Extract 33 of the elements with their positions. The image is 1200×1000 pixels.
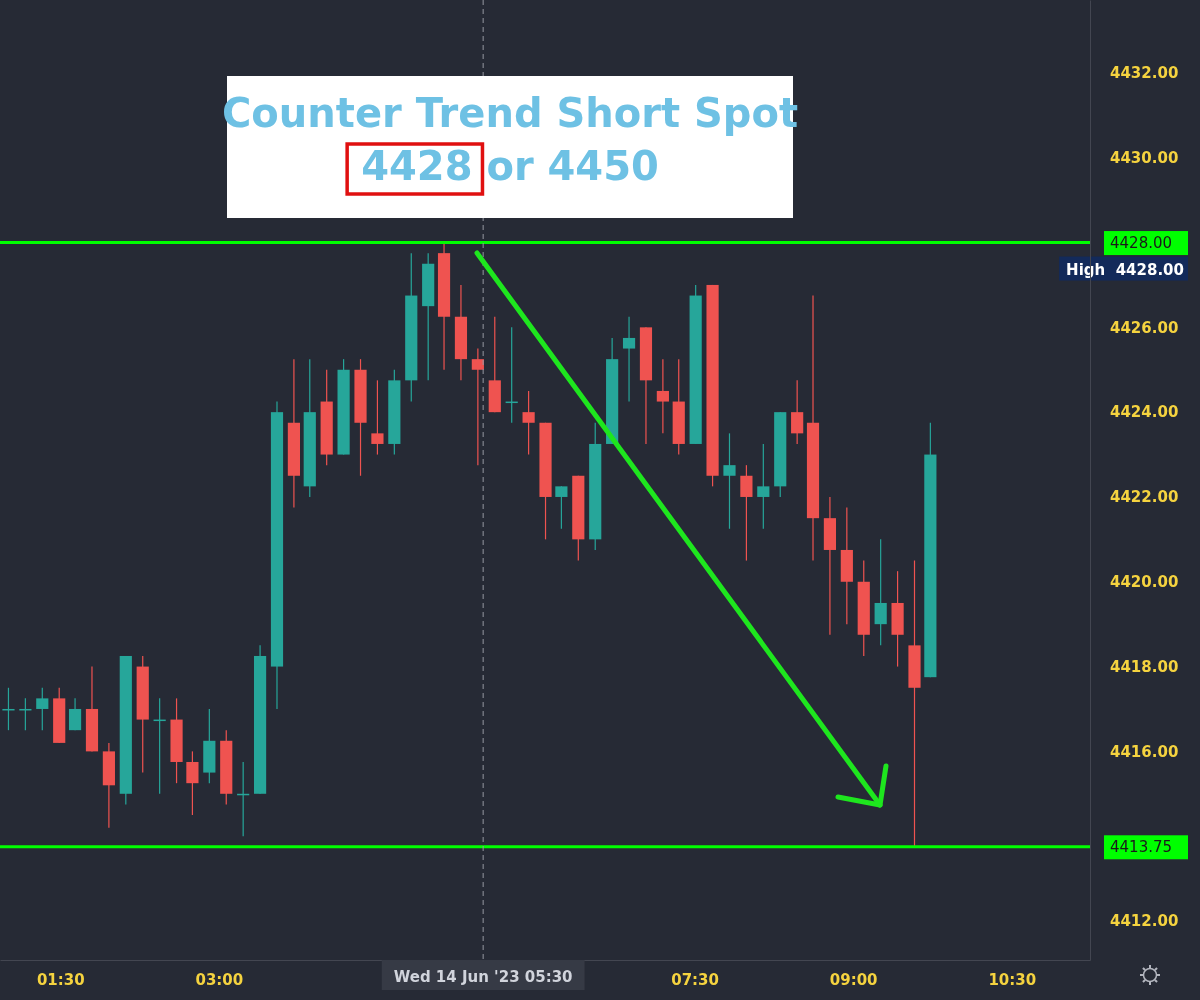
annotation: 4428 or 4450 — [361, 143, 659, 189]
y-tick-label: 4424.00 — [1110, 403, 1179, 422]
y-tick-label: 4430.00 — [1110, 149, 1179, 168]
y-tick-label: 4426.00 — [1110, 318, 1179, 337]
candlestick — [555, 485, 568, 530]
x-tick-label: 03:00 — [195, 970, 244, 989]
y-tick-label: 4413.75 — [1110, 838, 1173, 857]
ref-line-label: Wed 14 Jun '23 05:30 — [393, 968, 573, 986]
candlestick — [522, 390, 535, 456]
candlestick — [757, 443, 770, 530]
candlestick — [791, 379, 804, 445]
y-tick-label: 4412.00 — [1110, 912, 1179, 931]
candlestick — [471, 347, 484, 466]
candlestick — [723, 432, 736, 530]
candlestick — [186, 750, 199, 816]
y-tick-label: 4422.00 — [1110, 488, 1179, 507]
ref-line-label: High 4428.00 — [1066, 260, 1184, 279]
y-tick-label: 4418.00 — [1110, 657, 1179, 676]
candlestick — [36, 687, 49, 731]
y-tick-label: 4428.00 — [1110, 233, 1173, 252]
candlestick — [874, 538, 887, 646]
candlestick — [622, 316, 636, 403]
x-tick-label: 10:30 — [988, 970, 1037, 989]
x-tick-label: 07:30 — [671, 970, 719, 989]
y-tick-label: 4432.00 — [1110, 64, 1179, 83]
candlestick — [68, 697, 82, 731]
x-tick-label: 09:00 — [829, 970, 878, 989]
candlestick — [656, 358, 669, 434]
x-tick-label: 01:30 — [36, 970, 85, 989]
candlestick — [740, 464, 753, 562]
y-tick-label: 4416.00 — [1110, 742, 1179, 761]
y-tick-label: 4420.00 — [1110, 573, 1179, 592]
candlestick — [371, 379, 384, 456]
